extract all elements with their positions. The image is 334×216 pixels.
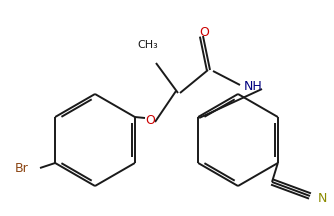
Text: O: O (199, 26, 209, 39)
Text: O: O (145, 113, 155, 127)
Text: CH₃: CH₃ (138, 40, 158, 50)
Text: N: N (318, 192, 327, 205)
Text: Br: Br (14, 162, 28, 175)
Text: NH: NH (244, 79, 263, 92)
